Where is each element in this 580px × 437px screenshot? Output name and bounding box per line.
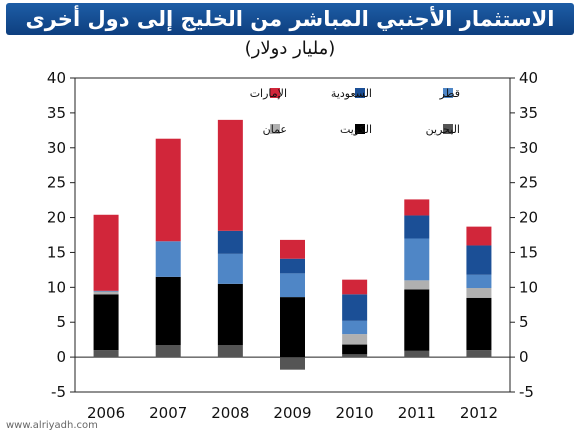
y-tick-label-right: 40	[519, 69, 538, 87]
bar-segment	[342, 320, 368, 335]
bar-segment	[217, 283, 243, 346]
legend-label: السعودية	[331, 87, 372, 100]
y-tick-label-left: 40	[47, 69, 66, 87]
bar-segment	[466, 226, 492, 246]
y-tick-label-right: 10	[519, 278, 538, 296]
y-tick-label-left: 10	[47, 278, 66, 296]
bar-segment	[155, 345, 181, 358]
bar-segment	[93, 294, 119, 351]
legend-swatch	[443, 88, 453, 98]
y-tick-label-left: 15	[47, 243, 66, 261]
bar-segment	[155, 276, 181, 346]
bar-segment	[217, 230, 243, 254]
watermark: www.alriyadh.com	[6, 420, 98, 431]
y-tick-label-right: 15	[519, 243, 538, 261]
bar-segment	[404, 280, 430, 290]
x-tick-label: 2010	[336, 404, 374, 422]
bar-segment	[217, 119, 243, 231]
x-tick-label: 2009	[273, 404, 311, 422]
bar-segment	[93, 350, 119, 358]
bar-segment	[217, 253, 243, 284]
chart-bars	[93, 119, 492, 370]
y-tick-label-left: 20	[47, 209, 66, 227]
bar-segment	[280, 273, 305, 298]
bar-segment	[280, 239, 305, 259]
bar-segment	[217, 345, 243, 358]
legend-swatch	[355, 88, 365, 98]
legend-swatch	[270, 124, 280, 134]
chart-title: الاستثمار الأجنبي المباشر من الخليج إلى …	[6, 3, 574, 35]
bar-segment	[342, 344, 368, 355]
x-tick-label: 2011	[398, 404, 436, 422]
y-tick-label-left: 25	[47, 174, 66, 192]
y-tick-label-right: -5	[519, 383, 534, 401]
y-tick-label-left: 35	[47, 104, 66, 122]
y-tick-label-right: 30	[519, 139, 538, 157]
bar-segment	[466, 245, 492, 275]
legend-swatch	[270, 88, 280, 98]
bar-segment	[155, 241, 181, 277]
bar-segment	[466, 288, 492, 298]
bar-segment	[404, 215, 430, 239]
y-tick-label-right: 5	[519, 313, 529, 331]
legend-label: الإمارات	[250, 87, 287, 100]
legend-swatch	[443, 124, 453, 134]
y-tick-label-left: 30	[47, 139, 66, 157]
legend-label: عمان	[263, 123, 287, 136]
plot-frame	[74, 77, 511, 393]
bar-segment	[155, 138, 181, 242]
bar-segment	[466, 274, 492, 289]
y-tick-label-right: 25	[519, 174, 538, 192]
legend-label: قطر	[439, 87, 460, 100]
bar-segment	[342, 354, 368, 358]
chart-subtitle: (مليار دولار)	[244, 38, 336, 59]
y-tick-label-right: 0	[519, 348, 529, 366]
legend-swatch	[355, 124, 365, 134]
y-tick-label-left: -5	[51, 383, 66, 401]
bar-segment	[404, 350, 430, 358]
bar-segment	[466, 350, 492, 358]
y-tick-label-right: 35	[519, 104, 538, 122]
bar-segment	[342, 294, 368, 321]
bar-segment	[280, 357, 305, 370]
bar-segment	[93, 214, 119, 291]
bar-segment	[280, 297, 305, 358]
bar-segment	[280, 258, 305, 274]
x-tick-label: 2012	[460, 404, 498, 422]
x-tick-label: 2008	[211, 404, 249, 422]
bar-segment	[466, 297, 492, 351]
bar-segment	[93, 291, 119, 295]
x-tick-label: 2006	[87, 404, 125, 422]
bar-segment	[404, 289, 430, 351]
y-tick-label-left: 5	[56, 313, 66, 331]
bar-segment	[404, 199, 430, 216]
bar-segment	[93, 290, 119, 292]
bar-segment	[342, 334, 368, 345]
bar-segment	[404, 238, 430, 281]
x-tick-label: 2007	[149, 404, 187, 422]
legend-label: البحرين	[426, 123, 460, 136]
chart-legend: الإمارات السعودية قطر عمان الكويت البحرين	[250, 87, 460, 136]
bar-segment	[342, 279, 368, 295]
legend-label: الكويت	[340, 123, 372, 136]
y-tick-label-right: 20	[519, 209, 538, 227]
chart-axes: -5 -5 0 0 5 5 10 10 15 15 20 20 25 25 30 30 35 35 40 40 2006…	[47, 69, 538, 422]
y-tick-label-left: 0	[56, 348, 66, 366]
